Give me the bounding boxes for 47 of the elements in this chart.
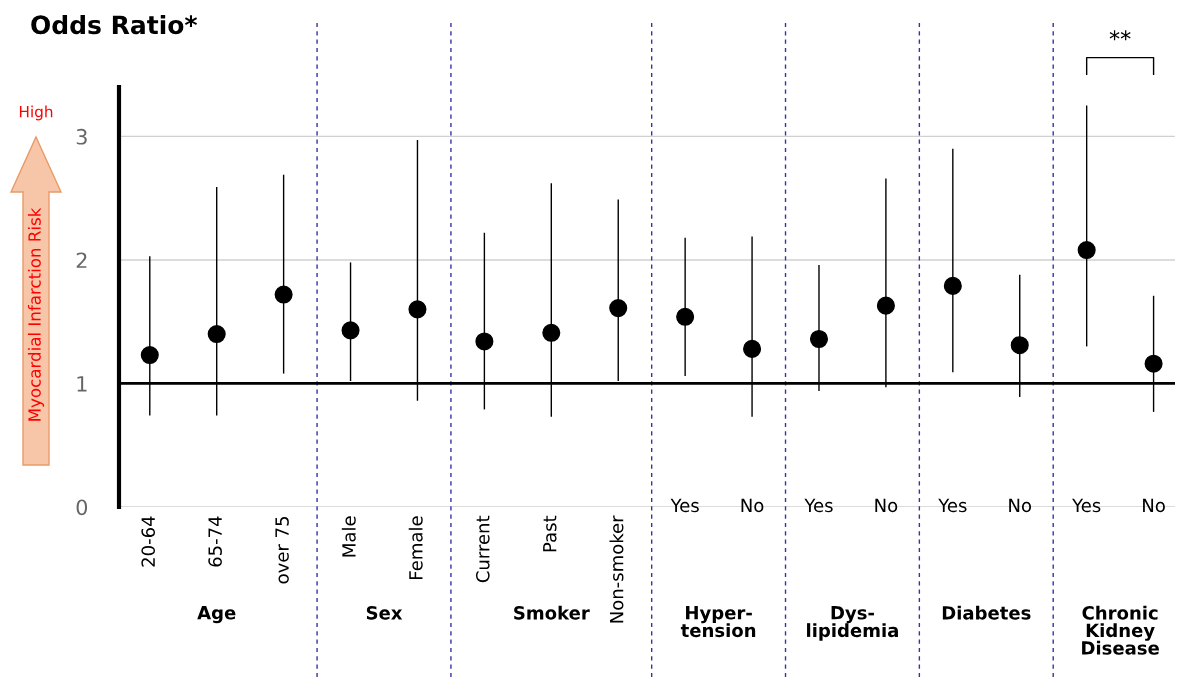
text: Smoker <box>514 605 590 620</box>
point <box>1077 241 1096 260</box>
point <box>475 332 494 351</box>
point <box>809 329 829 349</box>
y-tick-label: 0 <box>76 499 88 516</box>
text: High <box>19 105 53 121</box>
y-tick-label: 3 <box>76 128 87 145</box>
text: Chronic Kidney Disease <box>1082 605 1159 655</box>
point <box>1144 354 1163 373</box>
x-tick-label: Yes <box>670 498 699 513</box>
y-axis-title: Myocardial Infarction Risk <box>27 207 45 421</box>
point <box>542 323 561 342</box>
x-tick-label: Non-smoker <box>609 515 624 623</box>
point <box>609 299 628 318</box>
point <box>943 276 962 295</box>
point <box>207 325 226 344</box>
x-tick-label: No <box>1009 498 1032 513</box>
x-tick-label: Yes <box>938 498 967 513</box>
point <box>743 339 762 358</box>
x-tick-label: Current <box>475 515 490 583</box>
text: Age <box>197 606 236 624</box>
x-tick-label: Past <box>543 515 557 552</box>
chart-title: Odds Ratio* <box>31 14 198 35</box>
x-tick-label: Female <box>408 516 423 579</box>
x-tick-label: No <box>875 498 898 513</box>
x-tick-label: 65-74 <box>208 516 222 567</box>
text: Sex <box>366 606 403 620</box>
point <box>676 307 695 326</box>
x-tick-label: Yes <box>804 498 833 513</box>
x-tick-label: Yes <box>1072 498 1101 513</box>
text: Dys- lipidemia <box>807 606 898 641</box>
x-tick-label: No <box>741 498 764 513</box>
point <box>876 296 895 315</box>
x-tick-label: No <box>1143 498 1165 513</box>
x-tick-label: over 75 <box>275 516 289 584</box>
x-tick-label: 20-64 <box>141 516 156 567</box>
x-tick-label: Male <box>341 516 356 557</box>
text: ** <box>1109 30 1131 41</box>
point <box>1010 336 1029 355</box>
point <box>140 346 159 365</box>
y-tick-label: 1 <box>77 376 87 392</box>
point <box>408 300 427 319</box>
y-tick-label: 2 <box>76 252 87 268</box>
text: Diabetes <box>942 605 1031 620</box>
point <box>341 321 360 340</box>
text: Hyper- tension <box>680 606 756 638</box>
point <box>274 285 293 304</box>
